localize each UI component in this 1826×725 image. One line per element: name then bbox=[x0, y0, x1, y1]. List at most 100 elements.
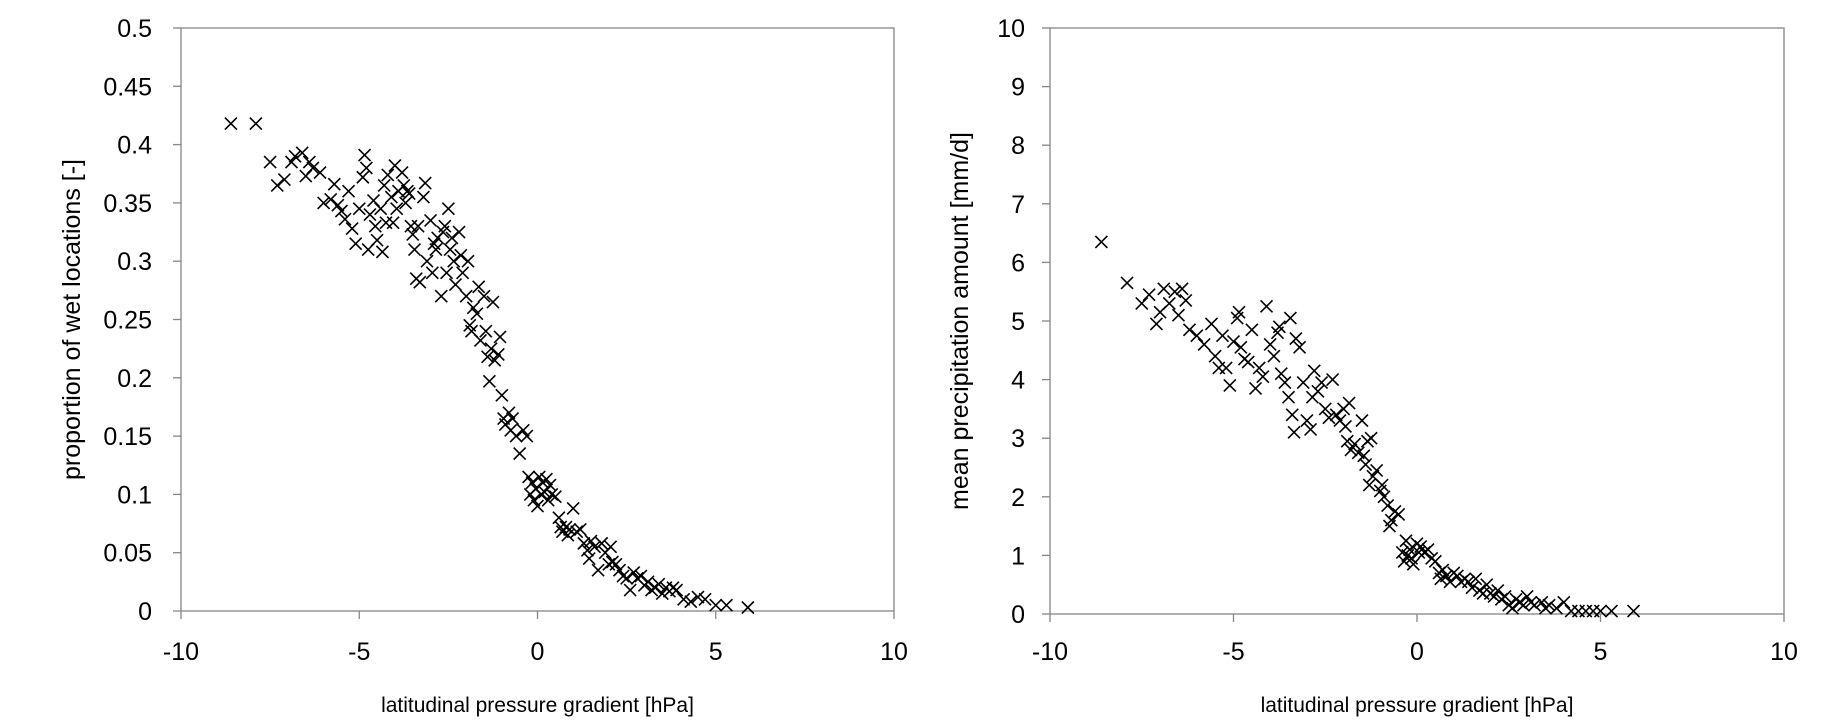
x-tick-label: -5 bbox=[348, 638, 370, 666]
data-point bbox=[1414, 540, 1428, 554]
y-tick-label: 7 bbox=[1011, 191, 1025, 219]
data-point bbox=[1248, 381, 1263, 395]
data-point bbox=[1300, 414, 1314, 428]
data-point bbox=[1135, 296, 1149, 310]
data-point bbox=[627, 565, 641, 580]
data-point bbox=[384, 190, 398, 204]
data-point bbox=[413, 275, 427, 289]
data-point bbox=[1171, 308, 1186, 322]
data-point bbox=[577, 536, 591, 550]
x-tick-label: 5 bbox=[1594, 638, 1608, 666]
x-tick-label: 10 bbox=[880, 638, 908, 666]
data-point bbox=[1480, 578, 1494, 592]
data-point bbox=[591, 563, 605, 577]
data-point bbox=[1443, 575, 1457, 589]
data-point bbox=[1593, 604, 1608, 618]
data-point bbox=[429, 242, 443, 257]
y-tick-label: 8 bbox=[1011, 132, 1025, 160]
data-point bbox=[349, 237, 363, 251]
data-point bbox=[1344, 443, 1358, 457]
data-point bbox=[1340, 434, 1354, 448]
y-tick-label: 10 bbox=[997, 15, 1025, 43]
data-point bbox=[395, 166, 409, 180]
x-tick-label: -5 bbox=[1222, 638, 1244, 666]
data-point bbox=[573, 522, 587, 536]
y-tick-label: 0.3 bbox=[117, 248, 152, 276]
y-tick-label: 0.05 bbox=[103, 540, 152, 568]
data-point bbox=[1149, 317, 1163, 331]
plot-area bbox=[180, 27, 895, 612]
data-point bbox=[1204, 317, 1219, 331]
data-point bbox=[1162, 296, 1176, 310]
data-point bbox=[1190, 329, 1204, 343]
data-point bbox=[352, 202, 366, 216]
data-point bbox=[539, 472, 553, 486]
data-point bbox=[1348, 437, 1362, 451]
data-point bbox=[587, 540, 602, 554]
data-point bbox=[655, 586, 669, 601]
data-point bbox=[1223, 378, 1237, 393]
data-point bbox=[1252, 361, 1266, 375]
data-point bbox=[1234, 340, 1248, 354]
data-point bbox=[677, 592, 691, 606]
data-point bbox=[472, 280, 486, 294]
x-tick-label: 10 bbox=[1770, 638, 1798, 666]
data-point bbox=[461, 254, 475, 268]
data-point bbox=[447, 254, 461, 268]
data-point bbox=[1450, 569, 1464, 583]
data-point bbox=[477, 289, 491, 303]
data-point bbox=[224, 117, 238, 131]
data-point bbox=[1272, 320, 1286, 334]
data-point bbox=[582, 551, 596, 566]
y-tick-label: 0.35 bbox=[103, 190, 152, 218]
data-point bbox=[1215, 329, 1230, 343]
data-point bbox=[584, 534, 598, 548]
data-point bbox=[486, 295, 500, 309]
data-point bbox=[1359, 458, 1373, 472]
data-point bbox=[359, 161, 373, 175]
data-point bbox=[1375, 478, 1389, 492]
data-point bbox=[288, 149, 302, 163]
data-point bbox=[406, 227, 420, 241]
data-point bbox=[1397, 554, 1411, 568]
data-point bbox=[1428, 554, 1442, 568]
data-point bbox=[1208, 349, 1222, 363]
y-tick-label: 9 bbox=[1011, 74, 1025, 102]
data-point bbox=[277, 173, 291, 187]
data-point bbox=[456, 266, 470, 280]
x-tick-label: 0 bbox=[1410, 638, 1424, 666]
data-point bbox=[532, 470, 546, 484]
data-point bbox=[420, 254, 434, 268]
data-point bbox=[1399, 534, 1413, 548]
data-point bbox=[386, 216, 400, 230]
data-point bbox=[691, 590, 705, 604]
data-point bbox=[1436, 563, 1450, 577]
data-point bbox=[407, 242, 422, 257]
y-tick-label: 4 bbox=[1011, 367, 1025, 395]
data-point bbox=[709, 598, 723, 612]
data-point bbox=[1626, 604, 1641, 618]
data-point bbox=[481, 350, 495, 364]
data-point bbox=[641, 575, 655, 589]
y-tick-label: 0.45 bbox=[103, 73, 152, 101]
data-point bbox=[1232, 305, 1246, 319]
data-point bbox=[1377, 490, 1391, 504]
y-tick-label: 2 bbox=[1011, 484, 1025, 512]
data-point bbox=[302, 155, 316, 169]
data-point bbox=[434, 289, 448, 303]
data-point bbox=[1241, 355, 1255, 369]
data-point bbox=[479, 324, 493, 338]
data-point bbox=[623, 583, 637, 597]
data-point bbox=[1465, 581, 1479, 595]
data-point bbox=[602, 557, 616, 571]
data-point bbox=[1516, 598, 1530, 612]
data-point bbox=[263, 155, 277, 169]
data-point bbox=[669, 583, 684, 597]
y-tick-label: 0.5 bbox=[117, 15, 152, 43]
data-point bbox=[493, 330, 507, 344]
data-point bbox=[1168, 285, 1182, 299]
data-point bbox=[570, 525, 584, 539]
data-point bbox=[563, 522, 577, 536]
data-point bbox=[527, 493, 541, 507]
